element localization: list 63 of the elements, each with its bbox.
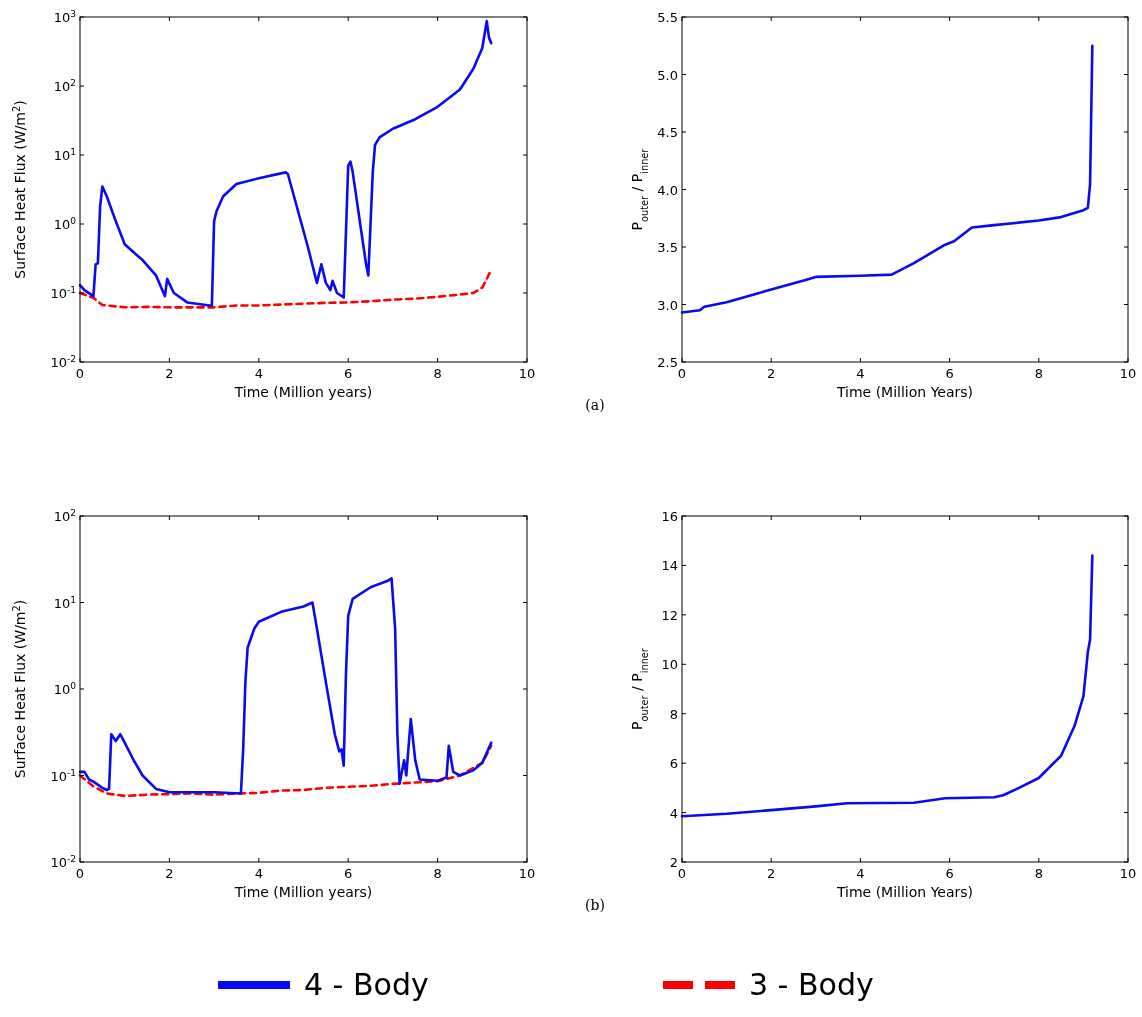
y-tick-label: 2	[669, 855, 678, 870]
y-tick-label: 12	[661, 607, 678, 623]
x-tick-label: 6	[945, 866, 954, 881]
y-tick-label: 4.5	[657, 125, 678, 140]
y-tick-label: 10$^{-1}$	[50, 767, 76, 784]
x-tick-label: 4	[254, 366, 263, 381]
line-series	[680, 554, 1094, 818]
y-tick-label: 4.0	[657, 182, 678, 198]
y-tick-label: 10$^{1}$	[53, 147, 76, 163]
x-tick-label: 2	[165, 366, 174, 381]
x-tick-label: 4	[856, 366, 865, 381]
y-tick-label: 10$^{1}$	[53, 594, 76, 611]
x-axis-title: Time (Million Years)	[835, 884, 974, 900]
line-series	[78, 577, 493, 795]
y-tick-label: 10$^{2}$	[53, 508, 76, 524]
x-tick-label: 10	[518, 866, 536, 881]
x-tick-label: 8	[1034, 866, 1043, 881]
legend-label: 4 - Body	[304, 967, 429, 1002]
x-tick-label: 4	[856, 866, 865, 881]
x-tick-label: 6	[945, 366, 954, 381]
x-tick-label: 10	[518, 366, 536, 381]
x-tick-label: 10	[1119, 366, 1137, 381]
text: (a)	[585, 397, 605, 413]
x-tick-label: 8	[433, 366, 442, 381]
y-tick-label: 5.5	[657, 10, 678, 25]
y-tick-label: 10$^{0}$	[53, 216, 77, 232]
y-tick-label: 10$^{0}$	[53, 681, 77, 697]
legend-label: 3 - Body	[749, 967, 874, 1002]
line-series	[78, 19, 493, 307]
y-tick-label: 10$^{3}$	[53, 9, 77, 25]
y-tick-label: 10	[661, 657, 678, 673]
x-tick-label: 2	[767, 866, 776, 881]
x-tick-label: 8	[433, 866, 442, 881]
y-tick-label: 2.5	[657, 355, 678, 370]
x-tick-label: 0	[75, 366, 85, 381]
x-tick-label: 10	[1119, 866, 1137, 881]
y-tick-label: 3.5	[657, 240, 678, 255]
x-tick-label: 0	[677, 366, 687, 381]
x-axis-title: Time (Million years)	[233, 884, 373, 900]
x-tick-label: 0	[677, 866, 687, 881]
x-tick-label: 4	[254, 866, 263, 881]
y-tick-label: 4	[669, 805, 678, 821]
y-tick-label: 10$^{-1}$	[50, 285, 76, 301]
x-axis-title: Time (Million Years)	[835, 384, 974, 400]
x-tick-label: 6	[344, 866, 353, 881]
x-tick-label: 2	[165, 866, 174, 881]
line-series	[680, 44, 1094, 314]
y-tick-label: 14	[661, 558, 678, 574]
y-tick-label: 16	[661, 509, 678, 524]
y-tick-label: 3.0	[657, 297, 678, 313]
y-tick-label: 8	[669, 706, 678, 722]
x-tick-label: 6	[344, 366, 353, 381]
text: (b)	[585, 897, 605, 913]
x-axis-title: Time (Million years)	[233, 384, 373, 400]
y-tick-label: 5.0	[657, 67, 678, 83]
y-tick-label: 10$^{-2}$	[50, 354, 76, 370]
x-tick-label: 8	[1034, 366, 1043, 381]
y-tick-label: 10$^{-2}$	[50, 854, 76, 870]
line-series	[78, 744, 493, 798]
y-tick-label: 6	[669, 756, 678, 772]
y-tick-label: 10$^{2}$	[53, 78, 76, 94]
x-tick-label: 0	[75, 866, 85, 881]
x-tick-label: 2	[767, 366, 776, 381]
